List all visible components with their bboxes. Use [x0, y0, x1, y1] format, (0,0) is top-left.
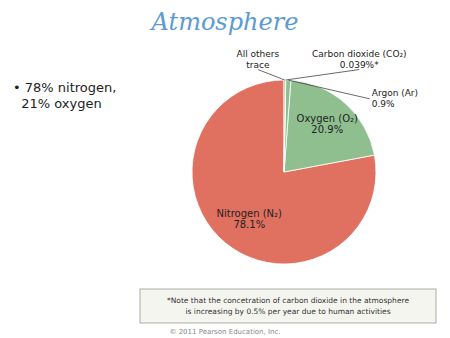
slice-name: All others — [237, 49, 280, 59]
pie-slice — [284, 80, 286, 172]
leader-line — [258, 70, 285, 80]
bullet-text: • 78% nitrogen, 21% oxygen — [13, 80, 116, 111]
data-label: 0.039%* — [340, 60, 379, 70]
note-text-line: *Note that the concetration of carbon di… — [167, 296, 409, 305]
slice-name: Carbon dioxide (CO₂) — [312, 49, 407, 59]
leader-line — [288, 80, 369, 99]
slice-label: Argon (Ar)0.9% — [372, 88, 418, 109]
slice-label: Nitrogen (N₂)78.1% — [217, 208, 283, 230]
data-label: 78.1% — [233, 219, 265, 230]
title: Atmosphere — [150, 8, 299, 36]
leader-line — [286, 70, 360, 80]
pie — [192, 80, 376, 264]
copyright: © 2011 Pearson Education, Inc. — [169, 328, 280, 336]
slice-name: Nitrogen (N₂) — [217, 208, 283, 219]
slice-label: Carbon dioxide (CO₂)0.039%* — [312, 49, 407, 70]
data-label: 0.9% — [372, 99, 395, 109]
data-label: trace — [246, 60, 270, 70]
pie-slice — [284, 80, 291, 172]
note-text: *Note that the concetration of carbon di… — [167, 296, 409, 316]
chart: Atmosphere • 78% nitrogen, 21% oxygen Nitr… — [0, 0, 450, 338]
note-box — [140, 289, 436, 323]
slice-label: Oxygen (O₂)20.9% — [297, 113, 359, 135]
pie-slice — [284, 80, 286, 172]
slice-name: Oxygen (O₂) — [297, 113, 359, 124]
bullet-text-line: • 78% nitrogen, — [13, 80, 116, 95]
data-label: 20.9% — [311, 124, 343, 135]
slice-label: All otherstrace — [237, 49, 280, 70]
slice-name: Argon (Ar) — [372, 88, 418, 98]
note-text-line: is increasing by 0.5% per year due to hu… — [185, 307, 390, 316]
pie-slice — [284, 80, 374, 172]
bullet-text-line: 21% oxygen — [13, 96, 102, 111]
pie-slice — [192, 80, 376, 264]
